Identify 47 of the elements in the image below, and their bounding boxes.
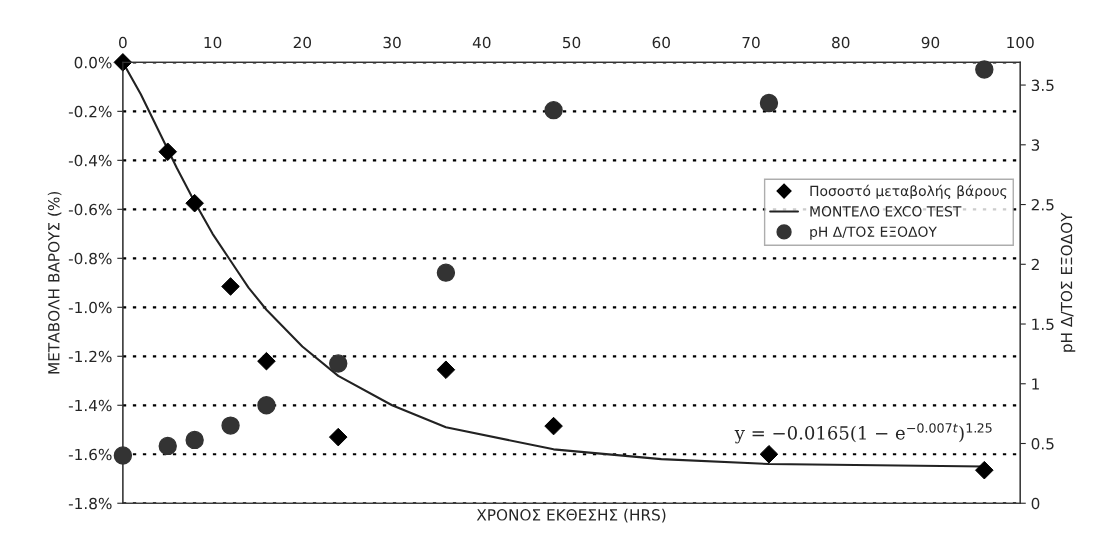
y2-tick-label: 1.5 xyxy=(1032,318,1054,331)
y2-tick-label: 2.5 xyxy=(1031,199,1054,211)
y-axis-title: ΜΕΤΑΒΟΛΗ ΒΑΡΟΥΣ (%) xyxy=(47,191,62,374)
y2-tick-label: 1 xyxy=(1032,378,1039,390)
legend-label: ΜΟΝΤΕΛΟ EXCO TEST xyxy=(810,206,962,217)
point xyxy=(257,396,276,415)
x-tick-label: 60 xyxy=(652,36,670,49)
point xyxy=(185,430,204,450)
x-tick-label: 50 xyxy=(563,36,581,49)
point xyxy=(221,416,240,435)
point xyxy=(436,263,456,282)
y-tick-label: -1.4% xyxy=(68,399,112,412)
y-tick-label: -0.2% xyxy=(68,105,112,118)
x-tick-label: 40 xyxy=(472,36,491,49)
y-tick-label: -1.2% xyxy=(68,350,112,363)
legend-label: pH Δ/ΤΟΣ ΕΞΟΔΟΥ xyxy=(810,226,937,240)
x-tick-label: 30 xyxy=(383,36,401,49)
point xyxy=(544,100,563,120)
y-tick-label: -0.6% xyxy=(68,203,112,216)
x-tick-label: 0 xyxy=(119,36,127,49)
y-tick-label: -1.0% xyxy=(68,301,112,314)
y-tick-label: -0.4% xyxy=(68,154,112,167)
y-tick-label: -1.8% xyxy=(68,497,112,510)
y-tick-label: 0.0% xyxy=(74,56,112,69)
y-tick-label: -1.6% xyxy=(68,448,112,461)
point xyxy=(113,446,133,465)
y-tick-label: -0.8% xyxy=(68,252,112,265)
legend-label: Ποσοστό μεταβολής βάρους xyxy=(810,184,1007,199)
x-tick-label: 80 xyxy=(832,36,850,49)
point xyxy=(329,354,348,373)
y2-axis-title: pH Δ/ΤΟΣ ΕΞΟΔΟΥ xyxy=(1060,212,1076,352)
point xyxy=(158,436,177,456)
x-tick-label: 10 xyxy=(204,36,222,49)
y2-tick-label: 2 xyxy=(1031,258,1039,271)
point xyxy=(759,93,779,113)
x-axis-title: ΧΡΟΝΟΣ ΕΚΘΕΣΗΣ (HRS) xyxy=(476,508,666,523)
x-tick-label: 90 xyxy=(921,36,940,49)
annotation: y = −0.0165(1 − e$^{−0.007t}$)$^{1.25}$ xyxy=(734,423,992,444)
point xyxy=(544,416,563,436)
y2-tick-label: 3.5 xyxy=(1031,79,1054,92)
y2-tick-label: 0.5 xyxy=(1031,437,1054,450)
x-tick-label: 70 xyxy=(742,36,760,49)
y2-tick-label: 0 xyxy=(1031,497,1040,510)
point xyxy=(975,60,994,79)
y2-tick-label: 3 xyxy=(1031,139,1040,151)
x-tick-label: 20 xyxy=(293,36,312,49)
x-tick-label: 100 xyxy=(1007,36,1034,49)
